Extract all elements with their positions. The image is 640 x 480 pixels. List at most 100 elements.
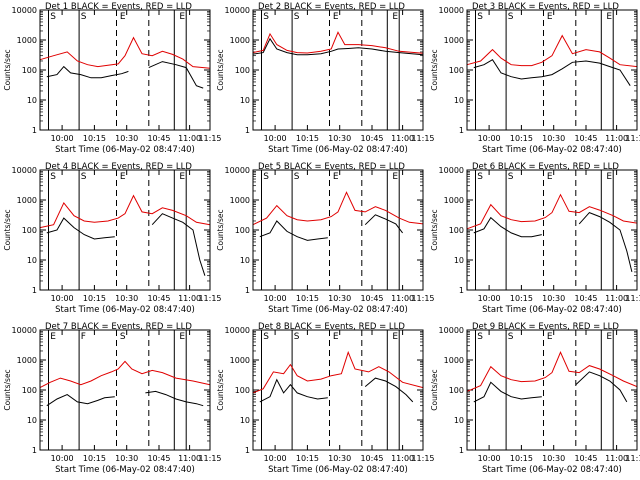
y-tick-label: 10 — [454, 416, 464, 425]
series-line-red — [466, 34, 638, 68]
interval-mark: E — [392, 332, 398, 342]
interval-mark: E — [50, 332, 56, 342]
x-tick-label: 10:00 — [264, 134, 287, 143]
series-line-black — [473, 371, 628, 403]
y-tick-label: 1000 — [230, 356, 250, 365]
y-axis-label: Counts/sec — [430, 369, 439, 410]
chart-title: Det 2 BLACK = Events, RED = LLD — [258, 2, 405, 12]
y-tick-label: 100 — [449, 386, 464, 395]
chart-panel-6: Det 6 BLACK = Events, RED = LLD 1 10 100 100… — [430, 162, 640, 315]
x-tick-label: 11:15 — [411, 134, 434, 143]
chart-panel-5: Det 5 BLACK = Events, RED = LLD 1 10 100 100… — [216, 162, 435, 315]
series-line-black — [46, 213, 206, 276]
interval-mark: S — [508, 332, 514, 342]
x-tick-label: 10:15 — [510, 454, 533, 463]
x-tick-label: 10:15 — [296, 294, 319, 303]
y-tick-label: 10000 — [439, 326, 464, 335]
x-axis-label: Start Time (06-May-02 08:47:40) — [268, 145, 408, 155]
interval-mark: E — [547, 12, 553, 22]
chart-panel-4: Det 4 BLACK = Events, RED = LLD 1 10 100 100… — [3, 162, 222, 315]
x-tick-label: 11:00 — [605, 294, 628, 303]
x-tick-label: 10:30 — [328, 454, 351, 463]
y-tick-label: 1 — [32, 126, 37, 135]
plot-frame — [252, 169, 424, 291]
y-tick-label: 1000 — [17, 356, 37, 365]
x-tick-label: 10:15 — [510, 294, 533, 303]
x-tick-label: 10:30 — [542, 454, 565, 463]
interval-mark: E — [547, 332, 553, 342]
y-tick-label: 10000 — [12, 326, 37, 335]
y-tick-label: 10 — [240, 256, 250, 265]
y-axis-label: Counts/sec — [3, 49, 12, 90]
chart-panel-1: Det 1 BLACK = Events, RED = LLD 1 10 100 100… — [3, 2, 222, 155]
chart-title: Det 5 BLACK = Events, RED = LLD — [258, 162, 405, 172]
y-axis-label: Counts/sec — [3, 369, 12, 410]
plot-frame — [39, 9, 211, 131]
y-tick-label: 10000 — [439, 6, 464, 15]
series-line-black — [473, 59, 631, 86]
x-tick-label: 11:15 — [198, 134, 221, 143]
series-line-black — [46, 61, 204, 89]
chart-title: Det 7 BLACK = Events, RED = LLD — [45, 322, 192, 332]
y-tick-label: 10 — [240, 96, 250, 105]
x-tick-label: 10:30 — [115, 454, 138, 463]
plot-frame — [252, 9, 424, 131]
x-tick-label: 10:00 — [478, 134, 501, 143]
chart-title: Det 6 BLACK = Events, RED = LLD — [472, 162, 619, 172]
y-tick-label: 100 — [235, 226, 250, 235]
interval-mark: S — [477, 332, 483, 342]
x-tick-label: 10:45 — [147, 134, 170, 143]
chart-title: Det 8 BLACK = Events, RED = LLD — [258, 322, 405, 332]
x-axis-label: Start Time (06-May-02 08:47:40) — [482, 145, 622, 155]
y-axis-label: Counts/sec — [3, 209, 12, 250]
interval-mark: E — [333, 172, 339, 182]
x-tick-label: 10:00 — [478, 454, 501, 463]
interval-mark: E — [333, 332, 339, 342]
interval-mark: E — [606, 332, 612, 342]
y-tick-label: 10 — [454, 96, 464, 105]
interval-mark: S — [263, 172, 269, 182]
x-tick-label: 11:00 — [178, 294, 201, 303]
x-tick-label: 10:15 — [296, 134, 319, 143]
x-tick-label: 10:15 — [83, 454, 106, 463]
x-axis-label: Start Time (06-May-02 08:47:40) — [482, 465, 622, 475]
x-tick-label: 11:15 — [625, 294, 640, 303]
plot-frame — [39, 329, 211, 451]
x-tick-label: 10:30 — [542, 294, 565, 303]
x-tick-label: 11:15 — [625, 454, 640, 463]
x-tick-label: 10:30 — [115, 134, 138, 143]
series-line-red — [466, 351, 638, 392]
x-tick-label: 11:00 — [391, 134, 414, 143]
y-axis-label: Counts/sec — [430, 49, 439, 90]
x-tick-label: 10:00 — [264, 454, 287, 463]
y-tick-label: 1 — [459, 126, 464, 135]
interval-mark: E — [120, 12, 126, 22]
y-tick-label: 1 — [245, 446, 250, 455]
x-tick-label: 11:15 — [625, 134, 640, 143]
x-tick-label: 10:00 — [478, 294, 501, 303]
chart-title: Det 4 BLACK = Events, RED = LLD — [45, 162, 192, 172]
interval-mark: S — [50, 172, 56, 182]
x-tick-label: 11:15 — [411, 294, 434, 303]
y-tick-label: 1000 — [230, 36, 250, 45]
series-line-red — [39, 36, 211, 69]
interval-mark: S — [508, 12, 514, 22]
y-tick-label: 10000 — [225, 326, 250, 335]
y-axis-label: Counts/sec — [216, 49, 225, 90]
y-tick-label: 1000 — [230, 196, 250, 205]
y-tick-label: 10 — [27, 256, 37, 265]
x-tick-label: 10:30 — [542, 134, 565, 143]
y-tick-label: 1000 — [17, 196, 37, 205]
plot-frame — [466, 169, 638, 291]
x-tick-label: 11:00 — [178, 134, 201, 143]
y-tick-label: 1 — [32, 286, 37, 295]
x-tick-label: 10:15 — [83, 294, 106, 303]
chart-panel-8: Det 8 BLACK = Events, RED = LLD 1 10 100 100… — [216, 322, 435, 475]
series-line-red — [252, 350, 424, 394]
x-axis-label: Start Time (06-May-02 08:47:40) — [268, 465, 408, 475]
interval-mark: S — [81, 172, 87, 182]
interval-mark: S — [120, 332, 126, 342]
chart-title: Det 1 BLACK = Events, RED = LLD — [45, 2, 192, 12]
x-tick-label: 10:45 — [360, 134, 383, 143]
series-line-black — [259, 377, 414, 403]
